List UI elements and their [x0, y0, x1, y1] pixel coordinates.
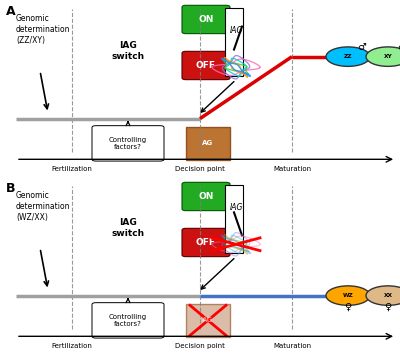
- Circle shape: [366, 47, 400, 67]
- FancyBboxPatch shape: [186, 303, 230, 337]
- Text: Controlling
factors?: Controlling factors?: [109, 314, 147, 327]
- Text: ♀: ♀: [384, 302, 392, 312]
- FancyBboxPatch shape: [225, 8, 243, 76]
- Text: Genomic
determination
(ZZ/XY): Genomic determination (ZZ/XY): [16, 14, 70, 45]
- Text: OFF: OFF: [196, 238, 216, 247]
- FancyBboxPatch shape: [182, 51, 230, 80]
- Text: Controlling
factors?: Controlling factors?: [109, 137, 147, 150]
- FancyBboxPatch shape: [92, 126, 164, 161]
- FancyBboxPatch shape: [182, 182, 230, 211]
- Text: IAG
switch: IAG switch: [112, 218, 144, 238]
- Text: XX: XX: [384, 293, 392, 298]
- Text: Maturation: Maturation: [273, 343, 311, 349]
- Text: B: B: [6, 182, 16, 195]
- Text: AG: AG: [202, 318, 214, 323]
- Text: XY: XY: [384, 54, 392, 59]
- Text: Fertilization: Fertilization: [52, 166, 92, 172]
- Text: IAG
switch: IAG switch: [112, 41, 144, 61]
- Text: ZZ: ZZ: [344, 54, 352, 59]
- Text: ON: ON: [198, 192, 214, 201]
- Text: ♂: ♂: [398, 42, 400, 52]
- FancyBboxPatch shape: [92, 303, 164, 338]
- Text: ♂: ♂: [358, 42, 366, 52]
- Text: Genomic
determination
(WZ/XX): Genomic determination (WZ/XX): [16, 191, 70, 222]
- Text: A: A: [6, 5, 16, 18]
- Text: WZ: WZ: [343, 293, 353, 298]
- FancyBboxPatch shape: [182, 228, 230, 257]
- FancyBboxPatch shape: [182, 5, 230, 34]
- Circle shape: [326, 286, 370, 305]
- Text: Decision point: Decision point: [175, 343, 225, 349]
- Text: IAG: IAG: [229, 27, 243, 35]
- Text: ♀: ♀: [344, 302, 352, 312]
- Text: IAG: IAG: [229, 204, 243, 212]
- Text: ON: ON: [198, 15, 214, 24]
- Text: Maturation: Maturation: [273, 166, 311, 172]
- Text: Fertilization: Fertilization: [52, 343, 92, 349]
- Text: Decision point: Decision point: [175, 166, 225, 172]
- Circle shape: [366, 286, 400, 305]
- Circle shape: [326, 47, 370, 67]
- Text: OFF: OFF: [196, 61, 216, 70]
- FancyBboxPatch shape: [225, 185, 243, 253]
- FancyBboxPatch shape: [186, 127, 230, 160]
- Text: AG: AG: [202, 141, 214, 146]
